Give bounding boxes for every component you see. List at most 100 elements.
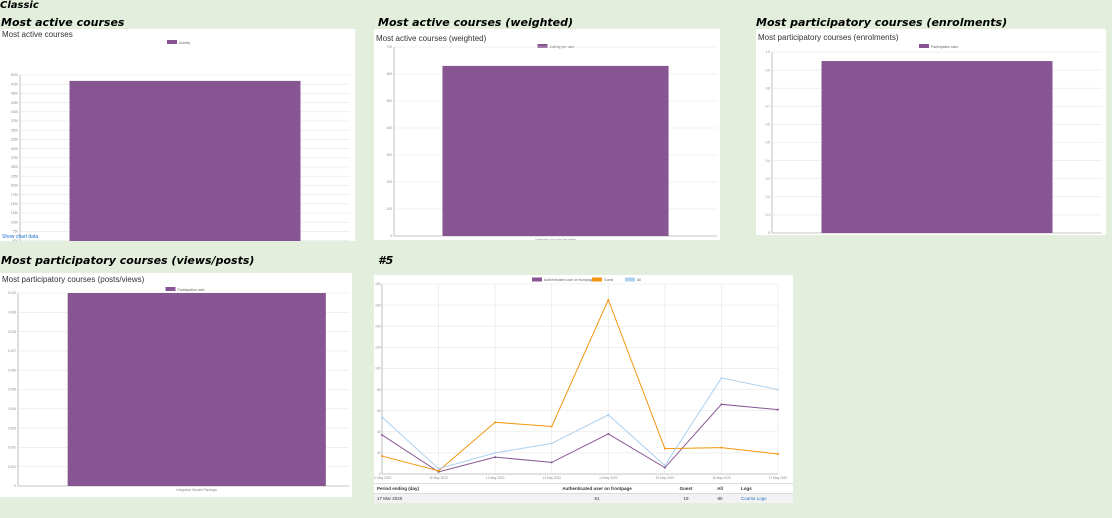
legend-swatch <box>532 277 542 282</box>
y-tick-label: 750 <box>13 230 19 234</box>
y-tick-label: 0.6 <box>766 123 771 127</box>
y-tick-label: 120 <box>375 346 381 350</box>
y-tick-label: 0 <box>768 231 770 235</box>
y-tick-label: 0.4 <box>766 159 771 163</box>
legend-swatch <box>165 287 176 291</box>
bar <box>821 61 1053 233</box>
y-tick-label: 100 <box>375 367 381 371</box>
x-tick-label: Integration Moodle Paradigm <box>535 238 576 240</box>
x-tick-label: 11 May 2020 <box>429 476 447 480</box>
y-tick-label: 60 <box>377 409 381 413</box>
y-tick-label: 500 <box>387 99 393 103</box>
y-tick-label: 400 <box>387 126 393 130</box>
chart-most-active-weighted-svg: Activity per user0100200300400500600700I… <box>387 44 717 240</box>
legend-swatch <box>592 277 602 282</box>
data-point <box>663 464 666 467</box>
y-tick-label: 1500 <box>11 202 18 206</box>
y-tick-label: 0.008 <box>8 330 16 334</box>
section-heading-enrolments: Most participatory courses (enrolments) <box>756 16 1008 29</box>
chart-card-views-posts: Most participatory courses (posts/views)… <box>0 273 352 497</box>
data-point <box>550 442 553 445</box>
cell-guest: 19 <box>683 496 689 501</box>
y-tick-label: 4500 <box>11 92 18 96</box>
chart-title: Most active courses (weighted) <box>376 34 487 43</box>
data-point <box>720 446 723 449</box>
chart-enrolments-svg: Participation ratio 0 0.1 0.2 0.3 0.4 0.5 0.6 0.… <box>766 44 1102 235</box>
y-tick-label: 0.006 <box>8 368 16 372</box>
y-tick-label: 0.002 <box>8 446 16 450</box>
legend-label: Participation ratio <box>178 288 205 292</box>
chart-title: Most participatory courses (posts/views) <box>2 275 145 284</box>
data-point <box>437 469 440 472</box>
chart-title: Most participatory courses (enrolments) <box>758 33 899 42</box>
data-point <box>777 452 779 455</box>
y-tick-label: 3750 <box>11 119 18 123</box>
y-tick-label: 0.2 <box>766 195 771 199</box>
data-point <box>550 425 553 428</box>
y-tick-label: 0.9 <box>766 68 771 72</box>
y-tick-label: 1000 <box>11 220 18 224</box>
y-tick-label: 2000 <box>11 184 18 188</box>
y-tick-label: 180 <box>375 282 381 286</box>
y-tick-label: 20 <box>377 451 381 455</box>
col-authenticated: Authenticated user on frontpage <box>562 486 632 491</box>
chart-title: Most active courses <box>2 30 73 39</box>
col-all: All <box>717 486 723 491</box>
cell-authenticated: 61 <box>594 496 600 501</box>
data-point <box>607 298 610 301</box>
y-tick-label: 0.001 <box>8 465 16 469</box>
data-point <box>720 403 723 406</box>
col-guest: Guest <box>679 486 693 491</box>
x-tick-label: 10 May 2020 <box>374 476 391 480</box>
legend-label: Participation ratio <box>931 45 958 49</box>
y-tick-label: 0 <box>14 484 16 488</box>
y-tick-label: 3500 <box>11 128 18 132</box>
y-tick-label: 0.003 <box>8 426 16 430</box>
data-point <box>381 455 383 458</box>
y-tick-label: 200 <box>387 180 393 184</box>
y-tick-label: 3000 <box>11 147 18 151</box>
chart-line-svg: Authenticated user on frontpage Guest All 0… <box>374 277 788 480</box>
y-tick-label: 0.5 <box>766 141 771 145</box>
data-point <box>381 416 383 418</box>
y-tick-label: 3250 <box>11 138 18 142</box>
x-tick-label: 17 May 2020 <box>769 476 788 480</box>
show-chart-data-link[interactable]: Show chart data <box>2 234 39 240</box>
data-point <box>663 447 666 450</box>
y-tick-label: 2250 <box>11 174 18 178</box>
legend-label: All <box>637 278 641 282</box>
y-tick-label: 0.7 <box>766 105 771 109</box>
course-logs-link[interactable]: Course Logs <box>741 496 767 501</box>
cell-all: 80 <box>717 496 723 501</box>
legend-swatch <box>625 277 635 282</box>
y-tick-label: 0.010 <box>8 291 16 295</box>
y-tick-label: 4000 <box>11 110 18 114</box>
x-tick-label: 12 May 2020 <box>486 476 505 480</box>
bar <box>442 65 669 237</box>
y-tick-label: 0.004 <box>8 407 16 411</box>
section-heading-views-posts: Most participatory courses (views/posts) <box>1 254 255 267</box>
y-tick-label: 600 <box>387 72 393 76</box>
cell-period: 17 Mar 2020 <box>377 496 403 501</box>
data-point <box>550 461 553 464</box>
table-row: 17 Mar 2020 61 19 80 Course Logs <box>374 493 793 503</box>
section-heading-5: #5 <box>378 254 394 267</box>
y-tick-label: 500 <box>13 239 19 241</box>
section-heading-most-active: Most active courses <box>1 16 125 29</box>
x-tick-label: 15 May 2020 <box>656 476 675 480</box>
data-point <box>437 467 440 470</box>
section-heading-most-active-weighted: Most active courses (weighted) <box>378 16 574 29</box>
x-tick-label: 16 May 2020 <box>712 476 731 480</box>
data-point <box>607 413 610 416</box>
y-tick-label: 160 <box>375 303 381 307</box>
y-tick-label: 5000 <box>11 73 18 77</box>
x-tick-label: 13 May 2020 <box>542 476 561 480</box>
bar <box>67 293 326 486</box>
chart-views-posts-svg: Participation ratio 0 0.001 0.002 0.003 0.004… <box>8 287 349 492</box>
y-tick-label: 80 <box>377 388 381 392</box>
legend-swatch <box>919 44 929 48</box>
y-tick-label: 0.005 <box>8 388 16 392</box>
data-point <box>494 451 497 454</box>
y-tick-label: 0 <box>379 472 381 476</box>
y-tick-label: 40 <box>377 430 381 434</box>
